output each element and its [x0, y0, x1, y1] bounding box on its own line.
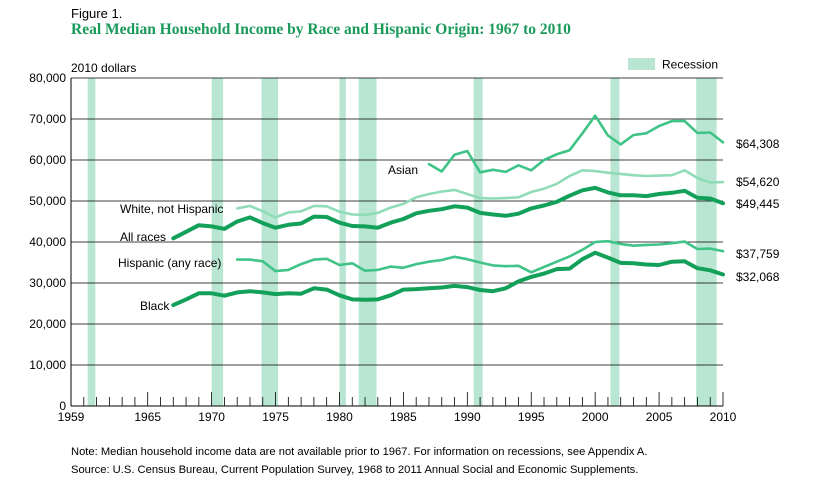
footnotes: Note: Median household income data are n… — [71, 443, 648, 479]
x-tick-label: 1970 — [198, 410, 225, 424]
x-tick-label: 2000 — [582, 410, 609, 424]
x-tick-label: 1980 — [326, 410, 353, 424]
series-line-black — [171, 250, 725, 308]
series-label-hispanic: Hispanic (any race) — [118, 256, 221, 270]
x-tick-label: 1975 — [262, 410, 289, 424]
series-label-white: White, not Hispanic — [120, 202, 223, 216]
end-value-asian: $64,308 — [736, 137, 780, 151]
end-value-labels: $64,308 $54,620 $49,445 $37,759 $32,068 — [736, 137, 780, 284]
series-line-white — [235, 169, 725, 219]
series-label-black: Black — [140, 299, 170, 313]
x-tick-label: 2005 — [646, 410, 673, 424]
end-value-hispanic: $37,759 — [736, 247, 780, 261]
x-tick-label: 1959 — [58, 410, 85, 424]
legend-recession-swatch — [628, 58, 655, 70]
series-labels: Asian White, not Hispanic All races Hisp… — [118, 163, 418, 313]
x-tick-label: 1990 — [454, 410, 481, 424]
series-label-all: All races — [120, 230, 166, 244]
series-line-hispanic — [235, 239, 725, 274]
end-value-black: $32,068 — [736, 270, 780, 284]
y-tick-label: 30,000 — [29, 276, 66, 290]
x-tick-label: 2010 — [710, 410, 737, 424]
y-tick-label: 20,000 — [29, 317, 66, 331]
y-tick-label: 10,000 — [29, 358, 66, 372]
x-tick-label: 1985 — [390, 410, 417, 424]
income-line-chart: 2010 dollars 0 10,000 20,000 30,000 40,000 50… — [29, 58, 780, 425]
legend: Recession — [628, 58, 718, 72]
y-tick-label: 0 — [59, 399, 66, 413]
series-label-asian: Asian — [388, 163, 418, 177]
end-value-white: $54,620 — [736, 175, 780, 189]
legend-recession-label: Recession — [662, 58, 718, 72]
end-value-all: $49,445 — [736, 197, 780, 211]
y-axis: 2010 dollars 0 10,000 20,000 30,000 40,000 50… — [29, 61, 136, 413]
y-tick-label: 60,000 — [29, 153, 66, 167]
source-text: Source: U.S. Census Bureau, Current Popu… — [71, 464, 639, 476]
x-tick-label: 1965 — [134, 410, 161, 424]
series-lines — [171, 114, 725, 308]
x-axis: 1959 1965 1970 1975 1980 1985 1990 1995 2000 2005… — [58, 392, 737, 424]
note-text: Note: Median household income data are n… — [71, 446, 648, 458]
y-tick-label: 70,000 — [29, 112, 66, 126]
x-tick-label: 1995 — [518, 410, 545, 424]
series-line-all — [171, 185, 725, 241]
y-tick-label: 80,000 — [29, 71, 66, 85]
figure-label: Figure 1. — [71, 6, 123, 21]
series-line-asian — [427, 114, 725, 174]
y-tick-label: 50,000 — [29, 194, 66, 208]
y-axis-label: 2010 dollars — [71, 61, 136, 75]
y-tick-label: 40,000 — [29, 235, 66, 249]
chart-title: Real Median Household Income by Race and… — [71, 21, 571, 38]
